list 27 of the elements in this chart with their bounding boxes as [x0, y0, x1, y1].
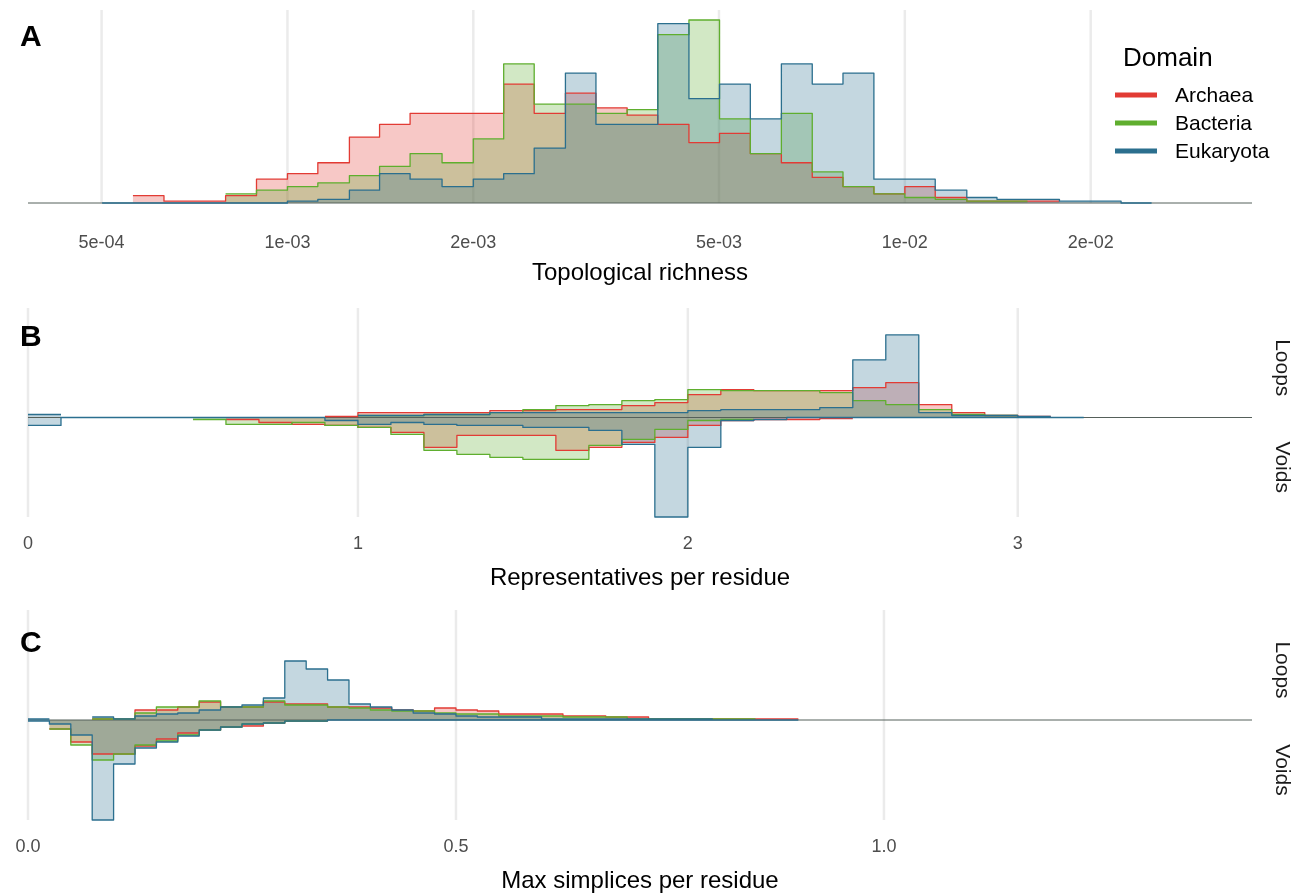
legend-label: Archaea — [1175, 83, 1254, 106]
chart-title: C — [20, 625, 42, 658]
chart-title: B — [20, 319, 42, 352]
legend-label: Bacteria — [1175, 111, 1253, 134]
x-tick-label: 1e-02 — [881, 232, 928, 252]
x-tick-label: 2 — [682, 533, 693, 553]
x-tick-label: 0.5 — [443, 836, 469, 856]
text: Voids — [1272, 744, 1295, 796]
x-axis-title: Representatives per residue — [489, 563, 791, 590]
x-axis-title: Topological richness — [531, 258, 749, 285]
x-tick-label: 0.0 — [15, 836, 41, 856]
text: Voids — [1272, 441, 1295, 493]
text: Loops — [1272, 641, 1295, 699]
text: Loops — [1272, 339, 1295, 397]
chart-title: A — [20, 19, 42, 52]
x-tick-label: 1 — [352, 533, 363, 553]
x-tick-label: 1.0 — [871, 836, 897, 856]
x-tick-label: 5e-03 — [695, 232, 743, 252]
x-tick-label: 1e-03 — [264, 232, 311, 252]
legend-title: Domain — [1123, 42, 1213, 72]
x-tick-label: 2e-02 — [1067, 232, 1114, 252]
x-axis-title: Max simplices per residue — [501, 866, 779, 893]
x-tick-label: 0 — [22, 533, 34, 553]
legend-label: Eukaryota — [1175, 139, 1270, 162]
x-tick-label: 3 — [1012, 533, 1023, 553]
x-tick-label: 5e-04 — [78, 232, 125, 252]
x-tick-label: 2e-03 — [450, 232, 497, 252]
